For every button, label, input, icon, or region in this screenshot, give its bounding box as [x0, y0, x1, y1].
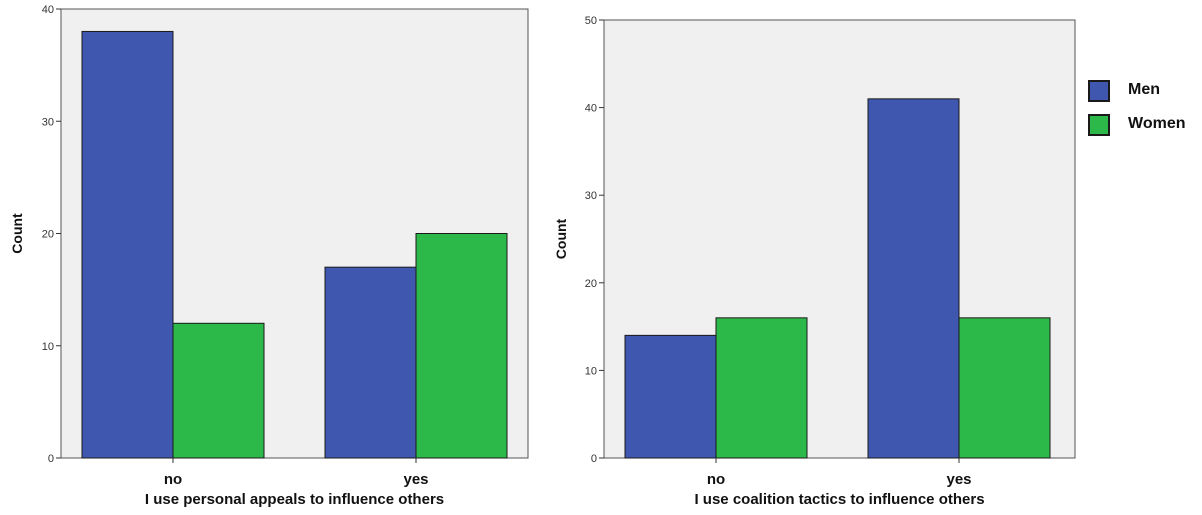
y-tick-label: 20 [42, 229, 54, 241]
legend-item-men: Men [1088, 78, 1198, 112]
bar-men-no [625, 335, 716, 458]
y-tick-label: 30 [42, 116, 54, 128]
y-tick-label: 10 [585, 365, 597, 377]
legend-swatch-men [1088, 80, 1110, 102]
chart-1: 0 10 20 30 40 no yes I use personal appeals to … [9, 4, 528, 508]
y-tick-label: 0 [591, 453, 597, 465]
y-tick-label: 0 [48, 453, 54, 465]
y-tick-label: 10 [42, 341, 54, 353]
bar-women-no [716, 318, 807, 458]
y-axis-label: Count [553, 218, 569, 259]
x-tick-label-yes: yes [403, 471, 428, 488]
y-tick-label: 20 [585, 278, 597, 290]
x-axis-label: I use personal appeals to influence othe… [145, 491, 444, 508]
legend-item-women: Women [1088, 112, 1198, 146]
bar-men-yes [325, 267, 416, 458]
x-tick-label-no: no [164, 471, 182, 488]
y-tick-label: 40 [42, 4, 54, 16]
legend-swatch-women [1088, 114, 1110, 136]
y-axis-label: Count [9, 213, 25, 254]
bar-women-yes [416, 234, 507, 459]
legend: Men Women [1088, 78, 1198, 146]
bar-women-yes [959, 318, 1050, 458]
chart-2: 0 10 20 30 40 50 no yes I use coalition tactics … [553, 15, 1075, 508]
bar-women-no [173, 323, 264, 458]
y-tick-label: 50 [585, 15, 597, 27]
y-tick-label: 30 [585, 190, 597, 202]
x-tick-label-no: no [707, 471, 725, 488]
legend-label-men: Men [1128, 81, 1160, 99]
x-tick-label-yes: yes [946, 471, 971, 488]
y-tick-label: 40 [585, 103, 597, 115]
bar-men-no [82, 31, 173, 458]
x-axis-label: I use coalition tactics to influence oth… [694, 491, 984, 508]
legend-label-women: Women [1128, 115, 1185, 133]
bar-men-yes [868, 99, 959, 458]
